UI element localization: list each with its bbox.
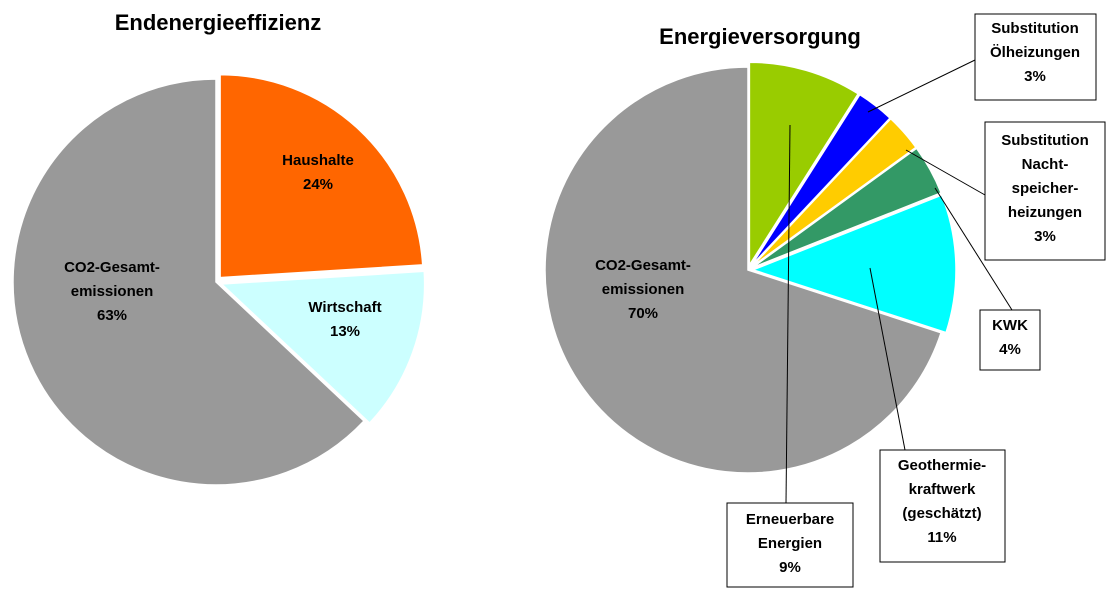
label-line: Wirtschaft bbox=[308, 299, 381, 316]
chart-title: Energieversorgung bbox=[659, 24, 861, 49]
value-label: 4% bbox=[999, 341, 1021, 358]
leader-line bbox=[905, 149, 986, 196]
label-box bbox=[726, 502, 854, 588]
label-line: Substitution bbox=[991, 20, 1078, 37]
slice-label: Substitution Nacht-speicher-heizungen bbox=[1001, 132, 1088, 221]
pie-slice bbox=[750, 93, 892, 267]
label-box bbox=[979, 309, 1041, 371]
label-line: emissionen bbox=[602, 281, 685, 298]
value-label: 13% bbox=[330, 323, 360, 340]
label-line: kraftwerk bbox=[909, 481, 976, 498]
value-label: 24% bbox=[303, 176, 333, 193]
pie-slice bbox=[12, 78, 366, 486]
label-line: KWK bbox=[992, 317, 1028, 334]
label-line: Substitution bbox=[1001, 132, 1088, 149]
chart-title: Endenergieeffizienz bbox=[115, 10, 322, 35]
leader-line bbox=[934, 187, 1013, 311]
label-line: (geschätzt) bbox=[902, 505, 981, 522]
label-box bbox=[984, 121, 1106, 261]
slice-label: CO2-Gesamt-emissionen bbox=[595, 257, 691, 298]
pie-slice bbox=[219, 73, 424, 279]
slice-label: KWK bbox=[992, 317, 1028, 334]
slice-label: Wirtschaft bbox=[308, 299, 381, 316]
label-line: emissionen bbox=[71, 283, 154, 300]
pie-slice bbox=[748, 61, 860, 268]
label-line: speicher- bbox=[1012, 180, 1079, 197]
value-label: 3% bbox=[1024, 68, 1046, 85]
label-line: CO2-Gesamt- bbox=[64, 259, 160, 276]
slice-label: Haushalte bbox=[282, 152, 354, 169]
slice-label: Erneuerbare Energien bbox=[746, 511, 834, 552]
slice-label: CO2-Gesamt-emissionen bbox=[64, 259, 160, 300]
value-label: 3% bbox=[1034, 228, 1056, 245]
leader-line bbox=[869, 267, 906, 451]
value-label: 63% bbox=[97, 307, 127, 324]
label-box bbox=[879, 449, 1006, 563]
value-label: 70% bbox=[628, 305, 658, 322]
label-line: Energien bbox=[758, 535, 822, 552]
pie-slice bbox=[219, 270, 426, 425]
leader-line bbox=[867, 59, 976, 113]
leader-line bbox=[785, 124, 791, 504]
label-line: heizungen bbox=[1008, 204, 1082, 221]
pie-slice bbox=[751, 117, 918, 268]
label-line: Geothermie- bbox=[898, 457, 986, 474]
label-line: CO2-Gesamt- bbox=[595, 257, 691, 274]
slice-label: Substitution Ölheizungen bbox=[990, 20, 1080, 61]
slice-label: Geothermie-kraftwerk (geschätzt) bbox=[898, 457, 986, 522]
label-line: Erneuerbare bbox=[746, 511, 834, 528]
pie-slice bbox=[544, 66, 943, 474]
label-line: Nacht- bbox=[1022, 156, 1069, 173]
label-line: Ölheizungen bbox=[990, 44, 1080, 61]
label-box bbox=[974, 13, 1097, 101]
value-label: 9% bbox=[779, 559, 801, 576]
label-line: Haushalte bbox=[282, 152, 354, 169]
pie-slice bbox=[751, 147, 943, 269]
value-label: 11% bbox=[927, 529, 956, 546]
